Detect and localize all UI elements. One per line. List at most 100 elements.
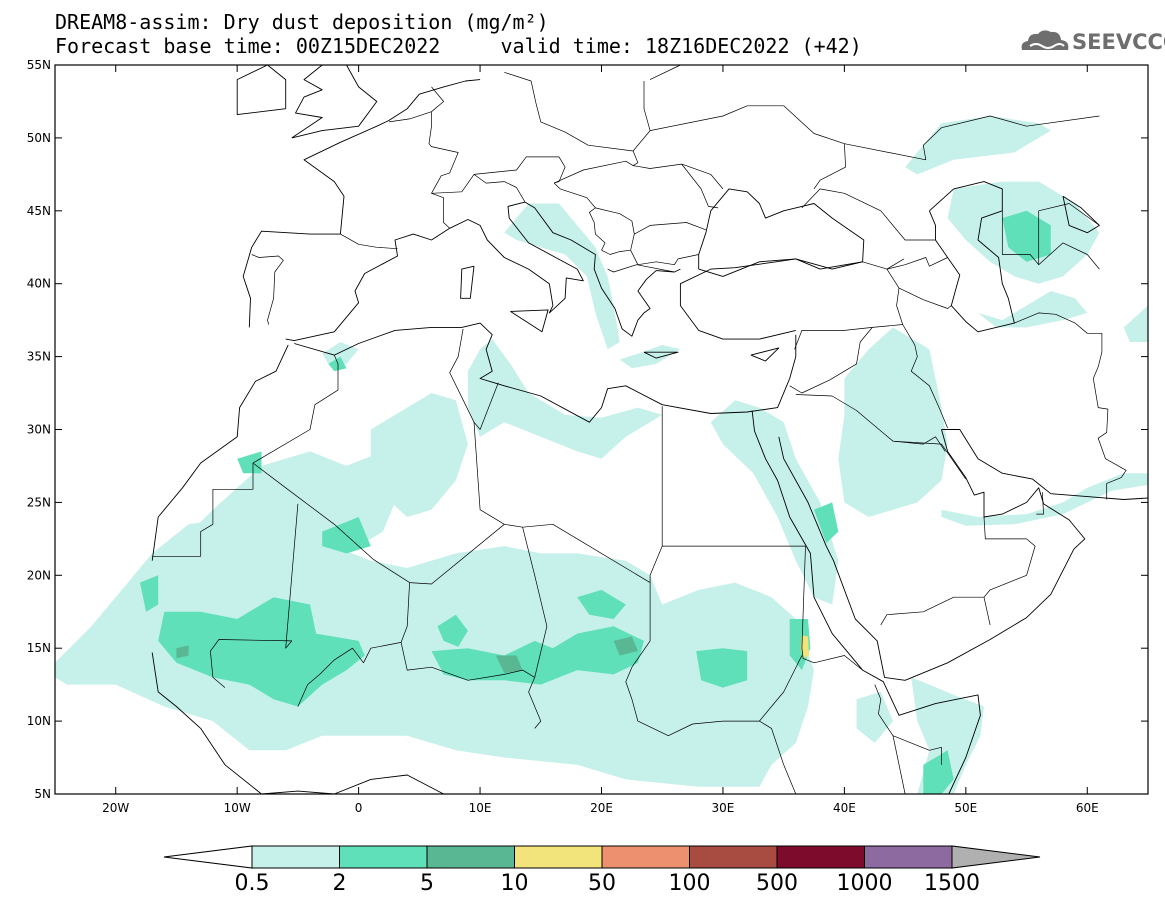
dust-region-19 [437, 614, 468, 647]
dust-region-3 [467, 339, 663, 459]
border-0 [152, 463, 254, 557]
border-13 [771, 728, 797, 795]
dust-region-29 [495, 655, 523, 673]
border-30 [1038, 203, 1100, 226]
border-31 [340, 233, 398, 250]
colorbar-label: 50 [588, 871, 616, 896]
border-32 [251, 254, 284, 325]
lon-tick-label: 10E [469, 801, 492, 815]
lat-tick-label: 50N [27, 131, 51, 145]
dust-region-9 [504, 203, 620, 350]
coastline-5 [285, 201, 584, 342]
colorbar-over-arrow [951, 845, 1041, 869]
lat-tick-label: 30N [27, 423, 51, 437]
border-33 [431, 146, 459, 229]
dust-region-15 [1123, 305, 1148, 342]
colorbar-label: 5 [420, 871, 434, 896]
map-subtitle: Forecast base time: 00Z15DEC2022 valid t… [55, 34, 862, 58]
lon-tick-label: 10W [224, 801, 251, 815]
border-40 [630, 250, 699, 266]
dust-region-26 [140, 575, 159, 612]
lon-tick-label: 20E [590, 801, 613, 815]
colorbar-box-7 [864, 845, 953, 869]
colorbar-box-2 [426, 845, 515, 869]
colorbar-label: 2 [332, 871, 347, 896]
dust-region-17 [431, 626, 644, 685]
country-borders [152, 64, 1127, 795]
border-35 [473, 156, 566, 184]
colorbar-box-6 [776, 845, 865, 869]
dust-region-20 [696, 648, 748, 688]
lat-tick-label: 20N [27, 568, 51, 582]
colorbar-box-3 [514, 845, 603, 869]
lon-tick-label: 60E [1076, 801, 1099, 815]
dust-region-12 [905, 116, 1051, 175]
dust-region-8 [856, 691, 893, 743]
dust-region-4 [710, 400, 839, 605]
border-26 [862, 258, 905, 270]
logo-text: SEEVCCC [1072, 30, 1165, 54]
colorbar-label: 500 [756, 871, 798, 896]
lat-tick-label: 10N [27, 714, 51, 728]
border-24 [898, 287, 952, 309]
dust-region-2 [370, 393, 468, 517]
colorbar-label: 100 [668, 871, 711, 896]
dust-region-5 [838, 327, 948, 517]
border-44 [428, 86, 444, 147]
dust-region-30 [613, 636, 638, 656]
border-34 [431, 174, 526, 203]
coastline-17 [698, 188, 865, 277]
border-15 [892, 735, 906, 795]
dust-region-31 [176, 645, 189, 659]
coastline-15 [643, 351, 679, 359]
lat-tick-label: 35N [27, 350, 51, 364]
border-45 [388, 111, 432, 123]
coastline-4 [242, 230, 341, 328]
border-8 [400, 642, 542, 729]
coastline-19 [1062, 195, 1100, 234]
lat-tick-label: 15N [27, 641, 51, 655]
colorbar-label: 10 [500, 871, 529, 896]
border-38 [595, 207, 707, 235]
dust-region-10 [619, 344, 681, 369]
coastline-13 [460, 265, 475, 299]
border-49 [844, 115, 1100, 161]
lat-tick-label: 25N [27, 495, 51, 509]
colorbar-label: 0.5 [234, 871, 270, 896]
colorbar-under-arrow [163, 845, 253, 869]
border-47 [650, 105, 846, 190]
axis-ticks: 20W 10W 0 10E 20E 30E 40E 50E 60E 5N 10N 15N 20N 25N 3… [27, 58, 1148, 815]
border-2 [210, 503, 299, 688]
coastline-9 [941, 429, 1149, 500]
colorbar-label: 1000 [836, 871, 893, 896]
border-21 [983, 516, 1036, 625]
coastline-16 [750, 347, 780, 362]
coastline-0 [151, 652, 468, 795]
colorbar-box-0 [251, 845, 340, 869]
dust-region-28 [328, 356, 347, 372]
colorbar-label: 1500 [924, 871, 980, 896]
colorbar-box-4 [601, 845, 690, 869]
dust-region-23 [814, 502, 839, 544]
border-18 [794, 288, 904, 350]
border-48 [681, 163, 724, 190]
border-12 [759, 655, 803, 722]
coastline-18 [928, 181, 1015, 333]
colorbar-box-5 [689, 845, 778, 869]
lon-tick-label: 30E [712, 801, 735, 815]
lon-tick-label: 20W [102, 801, 129, 815]
coastline-10 [303, 79, 481, 235]
coastline-6 [524, 201, 681, 337]
dust-region-16 [158, 597, 365, 707]
border-37 [553, 160, 719, 209]
lat-tick-label: 45N [27, 204, 51, 218]
coastlines [151, 64, 1149, 795]
border-43 [504, 71, 532, 82]
border-3 [252, 354, 339, 464]
coastline-11 [291, 64, 378, 139]
lat-tick-label: 5N [34, 787, 51, 801]
lat-tick-label: 40N [27, 277, 51, 291]
border-5 [473, 382, 499, 430]
border-19 [902, 324, 948, 429]
border-25 [886, 257, 948, 289]
